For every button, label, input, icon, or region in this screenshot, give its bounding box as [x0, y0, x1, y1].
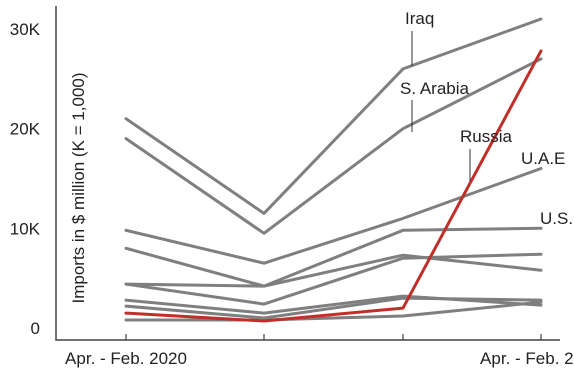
series-line-u-s [124, 226, 543, 288]
series-line-u-a-e [124, 167, 543, 265]
series-label-iraq: Iraq [405, 9, 434, 28]
series-line [124, 252, 543, 306]
y-tick-label: 30K [10, 20, 41, 39]
series-label-s-arabia: S. Arabia [400, 79, 470, 98]
y-tick-label: 10K [10, 219, 41, 238]
x-tick-label: Apr. - Feb. 2023 [480, 349, 574, 368]
series-label-u-a-e: U.A.E [521, 149, 565, 168]
y-tick-label: 0 [31, 319, 40, 338]
axes [55, 6, 560, 341]
y-axis-ticks: 0 10K 20K 30K [10, 20, 41, 338]
series-label-u-s: U.S. [540, 209, 573, 228]
series-line [124, 253, 543, 288]
series-line-iraq [124, 17, 543, 215]
x-axis-ticks: Apr. - Feb. 2020 Apr. - Feb. 2023 [65, 334, 574, 368]
y-tick-label: 20K [10, 120, 41, 139]
series-line-s-arabia [124, 57, 543, 235]
series-line-russia [124, 49, 543, 323]
series-lines [124, 17, 543, 323]
series-line [124, 300, 543, 322]
series-callouts: Iraq S. Arabia Russia U.A.E U.S. [400, 9, 573, 228]
axis-frame [55, 6, 560, 341]
y-axis-title: Imports in $ million (K = 1,000) [69, 72, 88, 303]
x-tick-label: Apr. - Feb. 2020 [65, 349, 187, 368]
series-line [124, 296, 543, 320]
series-label-russia: Russia [460, 127, 513, 146]
